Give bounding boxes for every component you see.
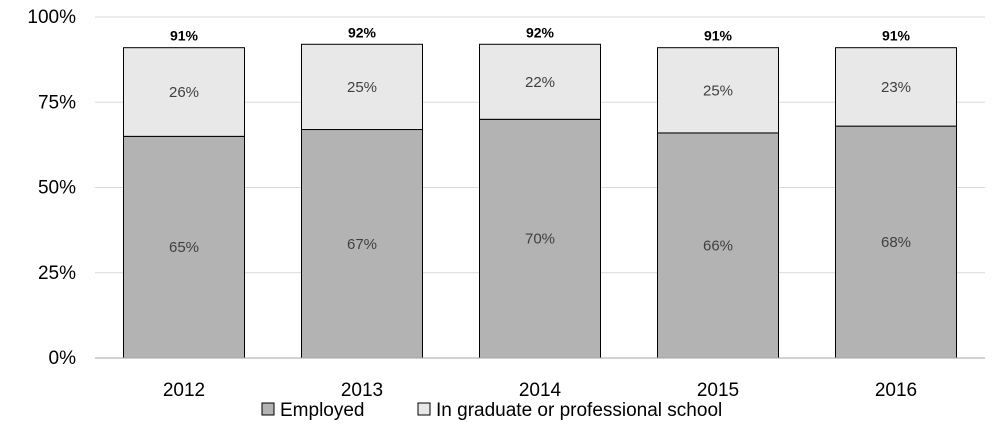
legend-swatch xyxy=(417,402,431,416)
data-label: 68% xyxy=(881,234,911,251)
data-label: 66% xyxy=(703,237,733,254)
x-axis: 2012 2013 2014 2015 2016 xyxy=(95,357,985,401)
total-label: 91% xyxy=(882,28,911,44)
y-tick-label: 100% xyxy=(27,7,76,28)
total-label: 91% xyxy=(704,28,733,44)
data-label: 23% xyxy=(881,79,911,96)
y-tick-label: 25% xyxy=(38,263,76,284)
bar-segment-graduate-school xyxy=(123,47,245,137)
data-label: 70% xyxy=(525,231,555,248)
x-tick-label: 2014 xyxy=(519,380,562,401)
y-tick-label: 75% xyxy=(38,92,76,113)
data-label: 22% xyxy=(525,74,555,91)
legend-item-graduate-school: In graduate or professional school xyxy=(436,400,722,421)
bar-segment-employed xyxy=(479,118,601,359)
y-tick-label: 50% xyxy=(38,178,76,199)
data-label: 26% xyxy=(169,84,199,101)
total-label: 91% xyxy=(170,28,199,44)
x-tick-label: 2015 xyxy=(697,380,739,401)
total-label: 92% xyxy=(348,24,377,40)
bar-segment-employed xyxy=(301,129,423,359)
bar-segment-employed xyxy=(123,135,245,359)
legend: Employed In graduate or professional scho… xyxy=(261,400,722,421)
x-tick-label: 2016 xyxy=(875,380,917,401)
total-label: 92% xyxy=(526,24,555,40)
y-tick-label: 0% xyxy=(49,348,77,369)
data-label: 25% xyxy=(703,82,733,99)
y-axis: 0% 25% 50% 75% 100% xyxy=(27,7,76,369)
bars: 65% 26% 91% 67% 25% 92% 70% 22% 92% 66% 25% 91% 68% 2… xyxy=(123,24,957,359)
bar-segment-employed xyxy=(657,132,779,359)
data-label: 25% xyxy=(347,79,377,96)
bar-segment-graduate-school xyxy=(657,47,779,134)
bar-segment-graduate-school xyxy=(835,47,957,127)
bar-segment-graduate-school xyxy=(479,43,601,120)
data-label: 67% xyxy=(347,236,377,253)
bar-segment-graduate-school xyxy=(301,43,423,131)
legend-swatch xyxy=(261,402,275,416)
legend-item-employed: Employed xyxy=(280,400,365,421)
data-label: 65% xyxy=(169,239,199,256)
x-tick-label: 2012 xyxy=(163,380,205,401)
x-tick-label: 2013 xyxy=(341,380,383,401)
bar-segment-employed xyxy=(835,125,957,359)
